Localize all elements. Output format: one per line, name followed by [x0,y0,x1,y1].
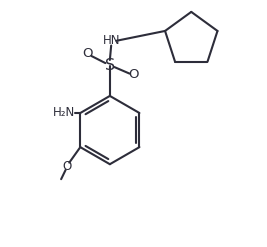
Text: O: O [82,47,93,61]
Text: O: O [128,68,139,82]
Text: O: O [62,160,71,173]
Text: H₂N: H₂N [53,106,75,120]
Text: S: S [105,58,115,73]
Text: HN: HN [103,34,120,47]
